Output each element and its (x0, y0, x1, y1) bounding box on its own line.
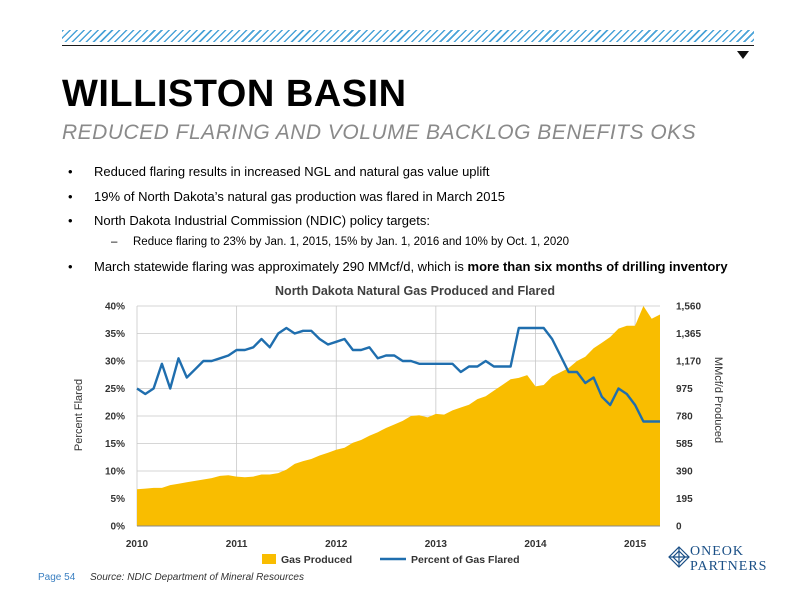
chart-plot-area (136, 306, 661, 526)
sub-bullet-item: – Reduce flaring to 23% by Jan. 1, 2015,… (111, 236, 570, 248)
percent-flared-line (136, 326, 660, 423)
sub-bullet-text: Reduce flaring to 23% by Jan. 1, 2015, 1… (133, 236, 570, 248)
x-tick-label: 2014 (524, 539, 547, 550)
y-left-tick-label: 10% (105, 467, 125, 478)
logo-line-2: PARTNERS (690, 559, 768, 574)
bullet-item: • Reduced flaring results in increased N… (68, 164, 490, 179)
y-right-tick-label: 195 (676, 494, 693, 505)
y-right-tick-label: 780 (676, 412, 693, 423)
y-left-tick-label: 20% (105, 412, 125, 423)
y-right-tick-label: 975 (676, 384, 693, 395)
logo-wordmark: ONEOK PARTNERS (690, 544, 767, 574)
gas-produced-area (137, 306, 660, 526)
bullet-icon: • (68, 189, 73, 204)
x-tick-label: 2012 (325, 539, 348, 550)
logo-line-1: ONEOK (690, 544, 744, 559)
x-tick-label: 2010 (126, 539, 149, 550)
legend-label-gas-produced: Gas Produced (281, 554, 352, 566)
bullet-icon: • (68, 213, 73, 228)
bullet-text: 19% of North Dakota’s natural gas produc… (94, 189, 505, 204)
y-axis-left-label: Percent Flared (73, 379, 85, 451)
y-right-tick-label: 585 (676, 439, 693, 450)
chart-axes: 0% 5% 10% 15% 20% 25% 30% 35% 40% 2010 2011 2012 201… (105, 302, 701, 551)
dash-icon: – (111, 236, 118, 248)
bullet-text: North Dakota Industrial Commission (NDIC… (94, 213, 430, 228)
x-tick-label: 2011 (226, 539, 248, 550)
bullet-emphasis: more than six months of drilling invento… (467, 259, 728, 274)
x-tick-label: 2013 (425, 539, 448, 550)
y-left-tick-label: 15% (105, 439, 125, 450)
y-left-tick-label: 35% (105, 329, 125, 340)
chart-title: North Dakota Natural Gas Produced and Fl… (275, 284, 555, 298)
y-right-tick-label: 390 (676, 467, 693, 478)
y-left-tick-label: 30% (105, 357, 125, 368)
legend-label-percent-flared: Percent of Gas Flared (411, 554, 520, 566)
chart-legend: Gas Produced Percent of Gas Flared (262, 554, 520, 566)
y-right-tick-label: 1,170 (676, 357, 701, 368)
header-rule (62, 45, 754, 46)
oneok-partners-logo-icon (668, 546, 690, 568)
bullet-icon: • (68, 259, 73, 274)
page-number: Page 54 (38, 572, 76, 583)
slide-marker-icon (737, 51, 749, 59)
legend-swatch-gas-produced (262, 554, 276, 564)
y-right-tick-label: 1,560 (676, 302, 701, 313)
bullet-item: • March statewide flaring was approximat… (68, 259, 728, 274)
bullet-item: • North Dakota Industrial Commission (ND… (68, 213, 430, 228)
y-left-tick-label: 40% (105, 302, 125, 313)
bullet-icon: • (68, 164, 73, 179)
y-axis-right-label: MMcf/d Produced (712, 357, 724, 443)
y-left-tick-label: 25% (105, 384, 125, 395)
y-left-tick-label: 5% (111, 494, 126, 505)
y-left-tick-label: 0% (111, 522, 126, 533)
decorative-hatch-band (62, 30, 754, 42)
bullet-text: Reduced flaring results in increased NGL… (94, 164, 490, 179)
bullet-text: March statewide flaring was approximatel… (94, 259, 468, 274)
y-right-tick-label: 1,365 (676, 329, 701, 340)
page-title: WILLISTON BASIN (62, 73, 407, 115)
bullet-item: • 19% of North Dakota’s natural gas prod… (68, 189, 505, 204)
x-tick-label: 2015 (624, 539, 647, 550)
page-subtitle: REDUCED FLARING AND VOLUME BACKLOG BENEF… (62, 121, 697, 144)
source-note: Source: NDIC Department of Mineral Resou… (90, 572, 304, 583)
y-right-tick-label: 0 (676, 522, 682, 533)
